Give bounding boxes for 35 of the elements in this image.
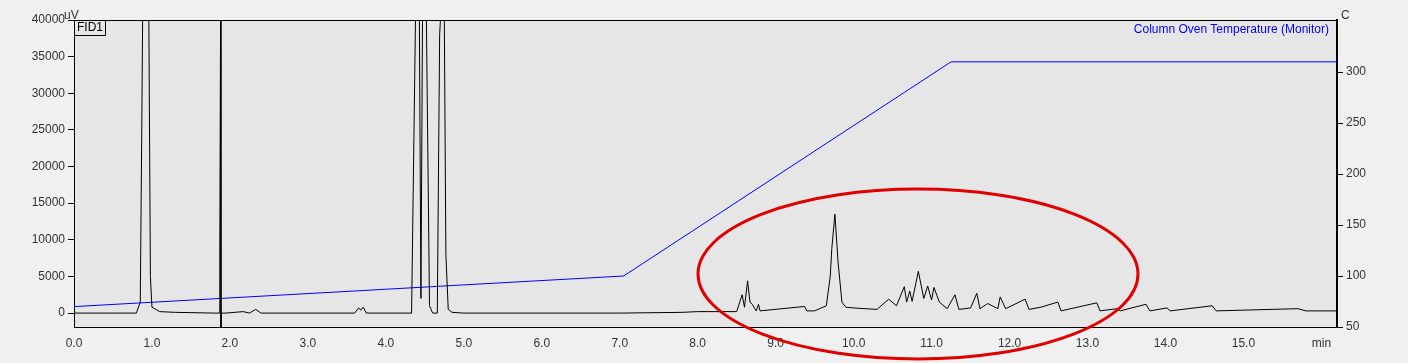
x-tick-label: 13.0 [1075,335,1100,350]
x-tick-label: 10.0 [841,335,866,350]
y-tick-label: 0 [58,305,66,320]
x-tick-label: 1.0 [143,335,161,350]
x-tick-label: 2.0 [221,335,239,350]
x-tick-label: 6.0 [533,335,551,350]
y-tick-label: 20000 [31,158,66,173]
x-tick-label: 4.0 [377,335,395,350]
y-tick-label: 25000 [31,122,66,137]
x-tick-label: 0.0 [65,335,83,350]
text: FID1 [77,20,104,35]
x-tick-label: 8.0 [689,335,707,350]
y2-tick-label: 100 [1346,268,1367,283]
x-tick-label: 14.0 [1153,335,1178,350]
x-tick-label: 12.0 [997,335,1022,350]
y2-tick-label: 200 [1346,166,1367,181]
x-tick-label: min [1311,335,1332,350]
y2-tick-label: 150 [1346,217,1367,232]
y-axis-title: uV [64,8,79,23]
y2-tick-label: 250 [1346,115,1367,130]
y-tick-label: 40000 [31,12,66,27]
y2-axis-title: C [1341,8,1350,23]
y2-tick-label: 300 [1346,64,1367,79]
x-tick-label: 11.0 [920,335,944,350]
y-tick-label: 35000 [31,48,66,63]
x-tick-label: 15.0 [1231,335,1256,350]
y-tick-label: 15000 [31,195,66,210]
y2-tick-label: 50 [1346,319,1360,334]
text: Column Oven Temperature (Monitor) [1133,22,1329,37]
x-tick-label: 5.0 [455,335,473,350]
x-tick-label: 7.0 [611,335,629,350]
y-tick-label: 30000 [31,85,66,100]
y-tick-label: 10000 [31,232,66,247]
y-tick-label: 5000 [38,268,66,283]
x-tick-label: 3.0 [299,335,317,350]
